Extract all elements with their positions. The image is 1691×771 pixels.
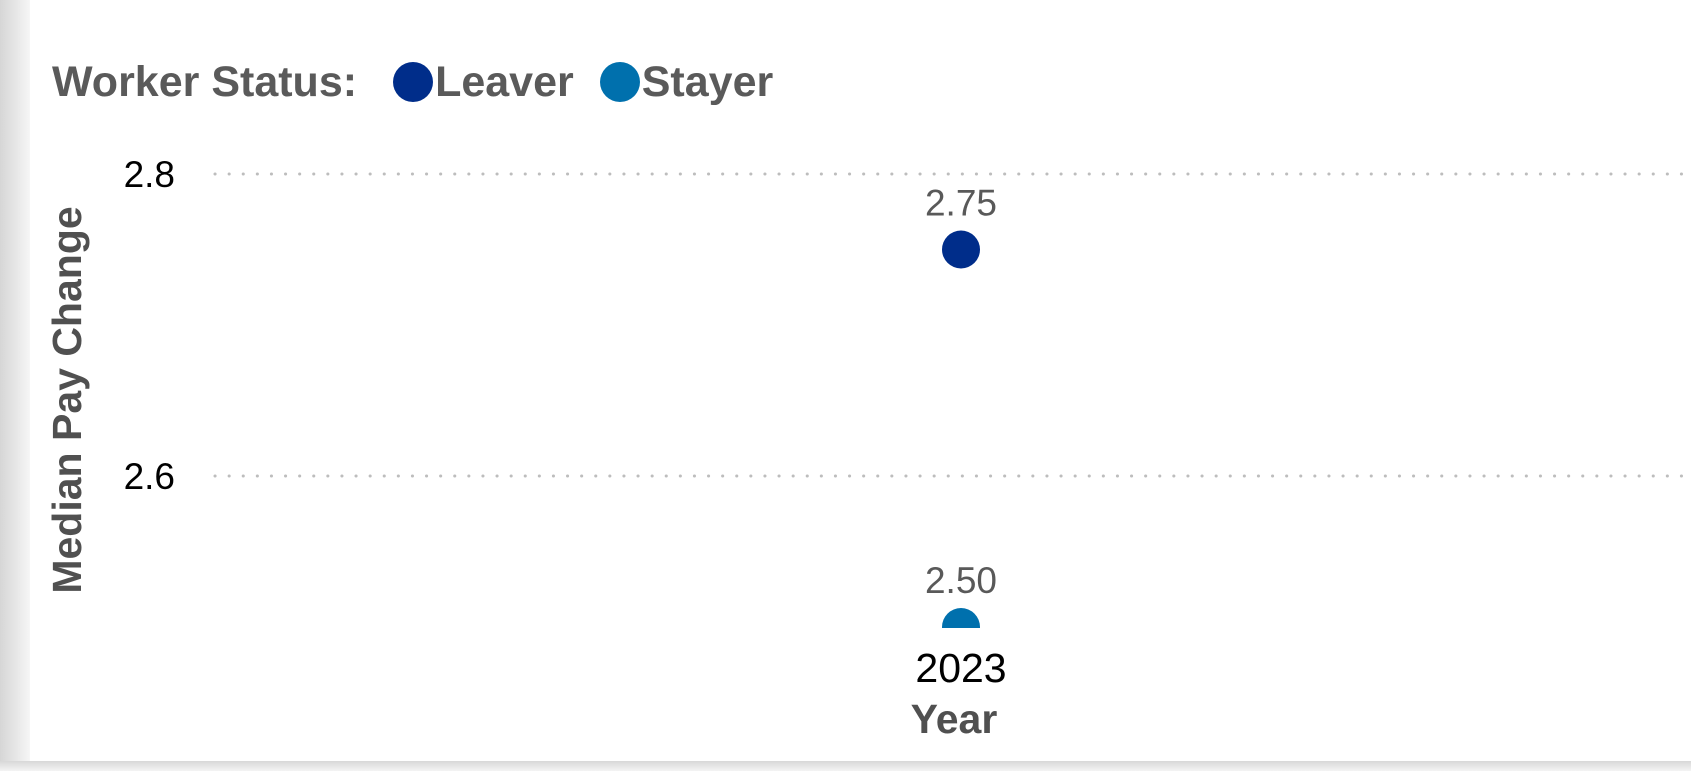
x-axis-title: Year xyxy=(911,696,998,742)
data-label-leaver: 2.75 xyxy=(925,183,997,224)
x-axis-ticks: 2023 xyxy=(915,645,1006,691)
legend-label-stayer: Stayer xyxy=(641,57,774,106)
data-point-stayer xyxy=(942,608,980,628)
chart-legend: Worker Status: Leaver Stayer xyxy=(52,52,799,112)
y-axis-title: Median Pay Change xyxy=(44,206,90,593)
card-shadow-bottom xyxy=(0,761,1691,771)
legend-item-leaver[interactable]: Leaver xyxy=(393,58,574,107)
leaver-marker-icon xyxy=(393,62,434,102)
y-tick-label: 2.8 xyxy=(124,154,175,195)
data-points xyxy=(942,230,980,628)
stayer-marker-icon xyxy=(599,62,640,102)
y-axis-ticks: 2.6 2.8 xyxy=(124,154,175,497)
legend-title: Worker Status: xyxy=(52,57,358,106)
y-tick-label: 2.6 xyxy=(124,456,175,497)
data-point-leaver xyxy=(942,230,980,269)
data-labels: 2.75 2.50 xyxy=(925,183,997,602)
legend-item-stayer[interactable]: Stayer xyxy=(599,57,774,107)
chart-card xyxy=(32,4,1691,761)
card-shadow-left xyxy=(0,0,30,771)
data-label-stayer: 2.50 xyxy=(925,560,997,601)
x-tick-label: 2023 xyxy=(915,645,1006,691)
legend-label-leaver: Leaver xyxy=(435,57,574,106)
